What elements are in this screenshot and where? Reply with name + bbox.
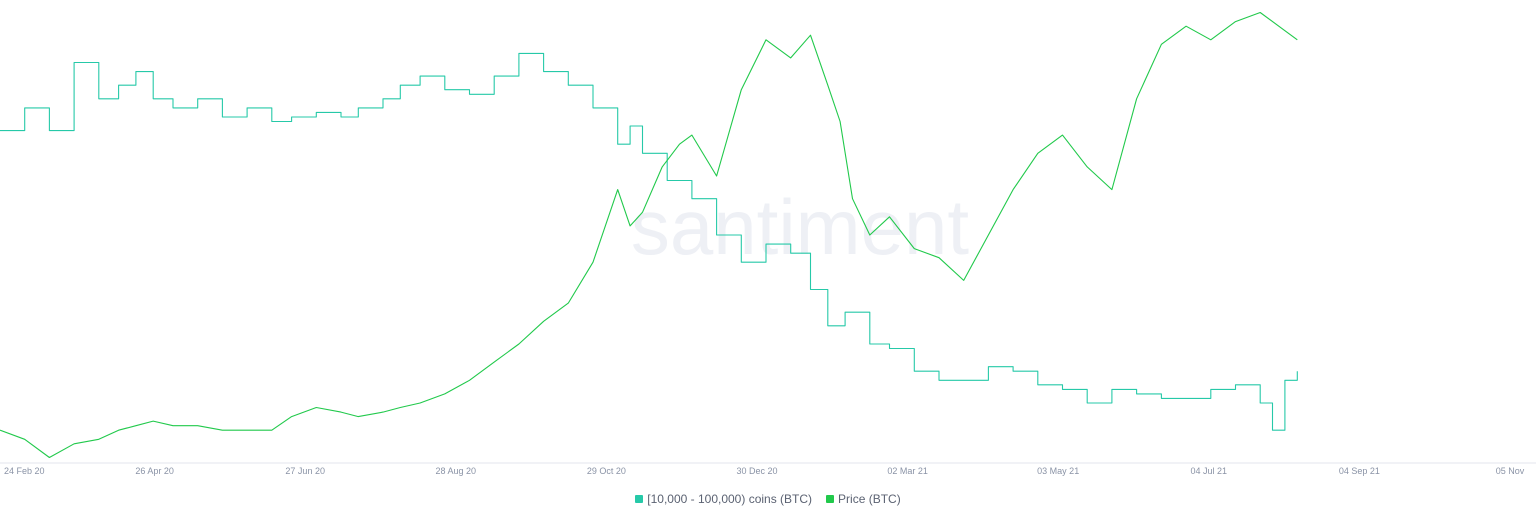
legend-swatch-coins [635, 495, 644, 503]
legend-item-coins[interactable]: [10,000 - 100,000) coins (BTC) [635, 492, 812, 506]
x-tick-label: 26 Apr 20 [135, 466, 174, 476]
x-tick-label: 02 Mar 21 [887, 466, 928, 476]
legend-swatch-price [826, 495, 835, 503]
x-tick-label: 28 Aug 20 [436, 466, 477, 476]
series-line-price [0, 11, 1298, 459]
x-tick-label: 27 Jun 20 [285, 466, 325, 476]
x-tick-label: 24 Feb 20 [4, 466, 45, 476]
legend-label-price: Price (BTC) [838, 492, 901, 506]
legend: [10,000 - 100,000) coins (BTC) Price (BT… [0, 492, 1536, 506]
x-tick-label: 29 Oct 20 [587, 466, 626, 476]
x-tick-label: 03 May 21 [1037, 466, 1079, 476]
legend-label-coins: [10,000 - 100,000) coins (BTC) [647, 492, 813, 506]
series-layer [0, 11, 1298, 459]
series-line-coins [0, 52, 1298, 431]
x-tick-label: 04 Sep 21 [1339, 466, 1380, 476]
legend-item-price[interactable]: Price (BTC) [826, 492, 901, 506]
x-tick-label: 04 Jul 21 [1191, 466, 1228, 476]
watermark-text: santiment [631, 183, 969, 271]
x-axis-ticks: 24 Feb 20 26 Apr 20 27 Jun 20 28 Aug 20 29 O… [4, 466, 1525, 476]
x-tick-label: 30 Dec 20 [736, 466, 777, 476]
x-tick-label: 05 Nov [1496, 466, 1525, 476]
